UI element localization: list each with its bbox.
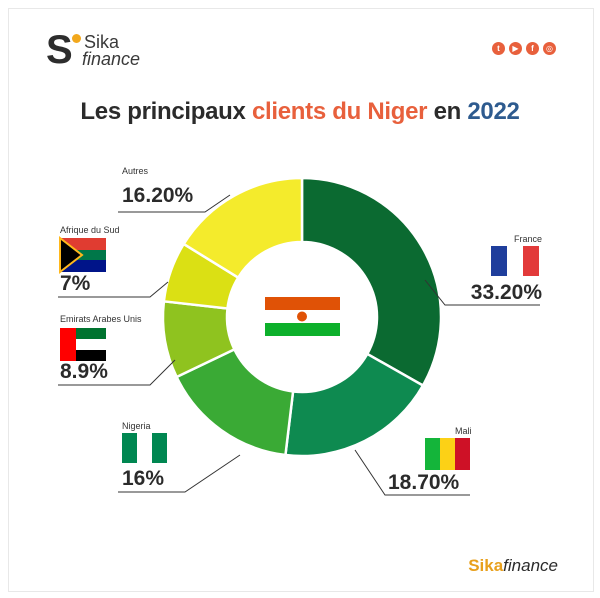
instagram-icon[interactable]: ◎ xyxy=(543,42,556,55)
logo-dot xyxy=(72,34,81,43)
leader-lines xyxy=(58,194,540,496)
leader-line-nigeria xyxy=(118,454,241,493)
value-afrique-du-sud-wrap: 7% xyxy=(60,272,90,296)
title-accent: clients du Niger xyxy=(251,98,428,125)
leader-line-france xyxy=(424,279,540,306)
label-value-france: 33.20% xyxy=(470,281,542,304)
south-africa-flag xyxy=(59,235,106,275)
value-france-wrap: 33.20% xyxy=(440,281,542,305)
label-emirats: Emirats Arabes Unis xyxy=(60,314,142,324)
twitter-icon[interactable]: t xyxy=(492,42,505,55)
title-year: 2022 xyxy=(467,98,520,125)
label-value-autres: 16.20% xyxy=(122,184,194,207)
leader-line-afrique-du-sud xyxy=(58,281,169,298)
page-title: Les principaux clients du Niger en 2022 xyxy=(0,98,600,126)
value-nigeria-wrap: 16% xyxy=(122,467,164,491)
footer-logo-finance: finance xyxy=(503,556,558,575)
label-name-emirats: Emirats Arabes Unis xyxy=(60,314,142,324)
title-part3: en xyxy=(427,98,468,125)
footer-logo-sika: Sika xyxy=(468,556,504,575)
label-nigeria: Nigeria xyxy=(122,421,151,431)
label-mali: Mali xyxy=(455,426,472,436)
label-autres: Autres xyxy=(122,166,148,176)
sikafinance-logo: S Sika finance xyxy=(46,30,166,70)
label-name-france: France xyxy=(513,234,542,244)
donut-slice-autres xyxy=(181,176,304,280)
value-autres-wrap: 16.20% xyxy=(122,184,193,208)
donut-slice-france xyxy=(300,176,443,388)
footer-logo: Sikafinance xyxy=(468,556,558,576)
title-part1: Les principaux xyxy=(80,98,252,125)
france-flag xyxy=(491,246,539,276)
label-value-afrique-du-sud: 7% xyxy=(60,272,91,295)
value-emirats-wrap: 8.9% xyxy=(60,360,108,384)
label-afrique-du-sud: Afrique du Sud xyxy=(60,225,120,235)
logo-finance-text: finance xyxy=(82,49,141,69)
uae-flag xyxy=(60,328,106,361)
label-value-nigeria: 16% xyxy=(122,467,165,490)
mali-flag xyxy=(425,438,470,470)
label-name-nigeria: Nigeria xyxy=(122,421,151,431)
logo-sika-text: Sika xyxy=(84,32,120,52)
leader-line-emirats xyxy=(58,359,176,386)
facebook-icon[interactable]: f xyxy=(526,42,539,55)
leader-line-autres xyxy=(118,194,231,213)
niger-flag xyxy=(265,297,340,336)
leader-line-mali xyxy=(354,449,470,496)
label-name-mali: Mali xyxy=(455,426,472,436)
label-name-autres: Autres xyxy=(122,166,149,176)
label-value-emirats: 8.9% xyxy=(60,360,108,383)
logo-letter: S xyxy=(46,28,73,72)
social-icons: t ▶ f ◎ xyxy=(492,42,556,55)
nigeria-flag xyxy=(122,433,167,463)
youtube-icon[interactable]: ▶ xyxy=(509,42,522,55)
label-name-afrique-du-sud: Afrique du Sud xyxy=(60,225,120,235)
value-mali-wrap: 18.70% xyxy=(388,471,459,495)
label-value-mali: 18.70% xyxy=(388,471,460,494)
